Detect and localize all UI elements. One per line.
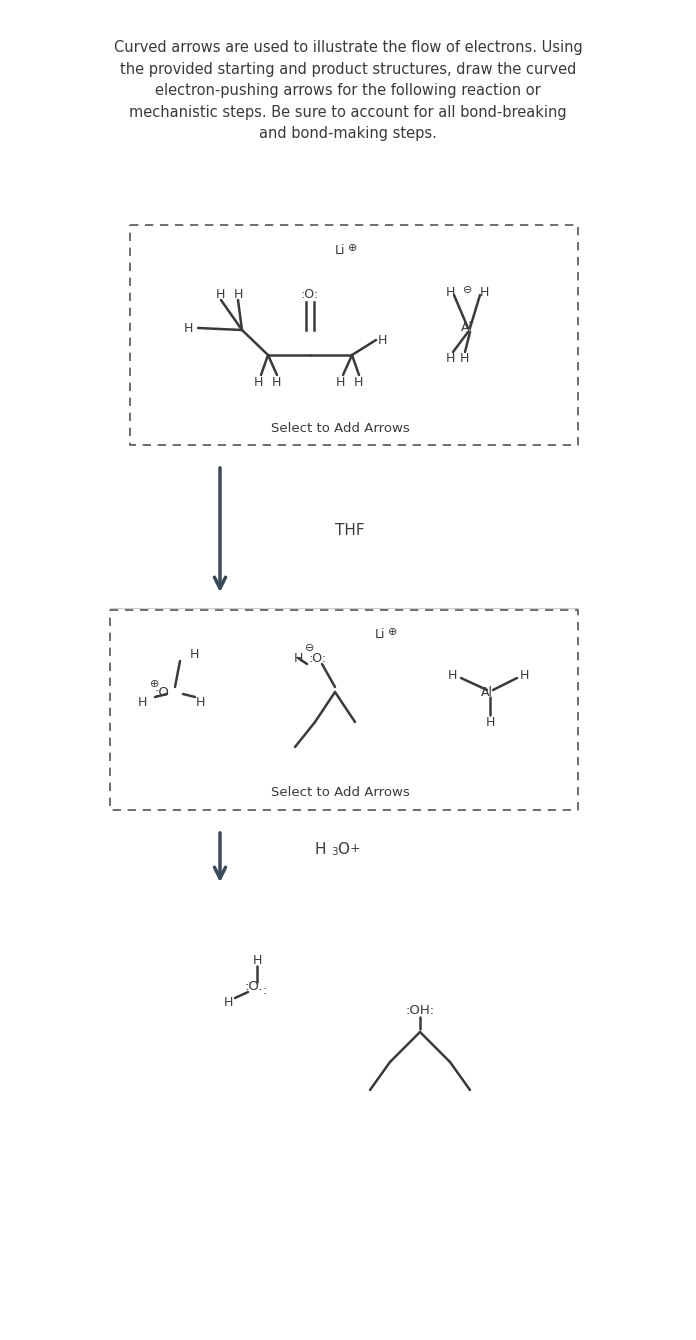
Text: H: H — [377, 334, 387, 347]
Text: THF: THF — [335, 523, 365, 537]
Text: H: H — [137, 695, 147, 709]
Text: H: H — [183, 322, 193, 335]
Text: H: H — [189, 647, 198, 661]
Text: H: H — [196, 695, 205, 709]
Text: :O:: :O: — [301, 288, 319, 300]
Text: H: H — [459, 351, 468, 364]
Text: ⊕: ⊕ — [388, 627, 397, 636]
Text: O: O — [337, 843, 349, 858]
Text: H: H — [223, 996, 232, 1009]
Text: H: H — [315, 843, 326, 858]
Text: ⊖: ⊖ — [464, 285, 473, 295]
Text: H: H — [480, 285, 489, 299]
Text: Al: Al — [461, 320, 473, 334]
Text: Al: Al — [481, 686, 493, 698]
Text: :OH:: :OH: — [406, 1004, 434, 1017]
Text: Li: Li — [335, 244, 345, 256]
Text: Select to Add Arrows: Select to Add Arrows — [271, 785, 409, 799]
Text: H: H — [335, 375, 345, 389]
Text: H: H — [485, 716, 495, 729]
Text: :O: :O — [155, 686, 169, 698]
Text: H: H — [233, 288, 243, 300]
Text: ⊕: ⊕ — [150, 679, 159, 689]
Text: H: H — [448, 669, 457, 682]
Text: ⊖: ⊖ — [306, 643, 315, 653]
Text: ⊕: ⊕ — [348, 243, 358, 253]
Text: H: H — [445, 351, 454, 364]
Text: H: H — [445, 285, 454, 299]
Text: H: H — [253, 954, 262, 966]
Text: :O.: :O. — [245, 981, 263, 993]
Text: :O:: :O: — [309, 651, 327, 665]
Text: H: H — [293, 651, 303, 665]
Text: H: H — [253, 375, 262, 389]
Text: Curved arrows are used to illustrate the flow of electrons. Using
the provided s: Curved arrows are used to illustrate the… — [113, 40, 583, 142]
Text: H: H — [215, 288, 225, 300]
Text: 3: 3 — [331, 847, 338, 858]
Text: +: + — [349, 842, 361, 855]
Text: H: H — [271, 375, 280, 389]
Text: Li: Li — [374, 627, 386, 641]
Text: :: : — [263, 984, 267, 997]
Text: Select to Add Arrows: Select to Add Arrows — [271, 422, 409, 434]
Text: H: H — [519, 669, 529, 682]
Text: H: H — [354, 375, 363, 389]
